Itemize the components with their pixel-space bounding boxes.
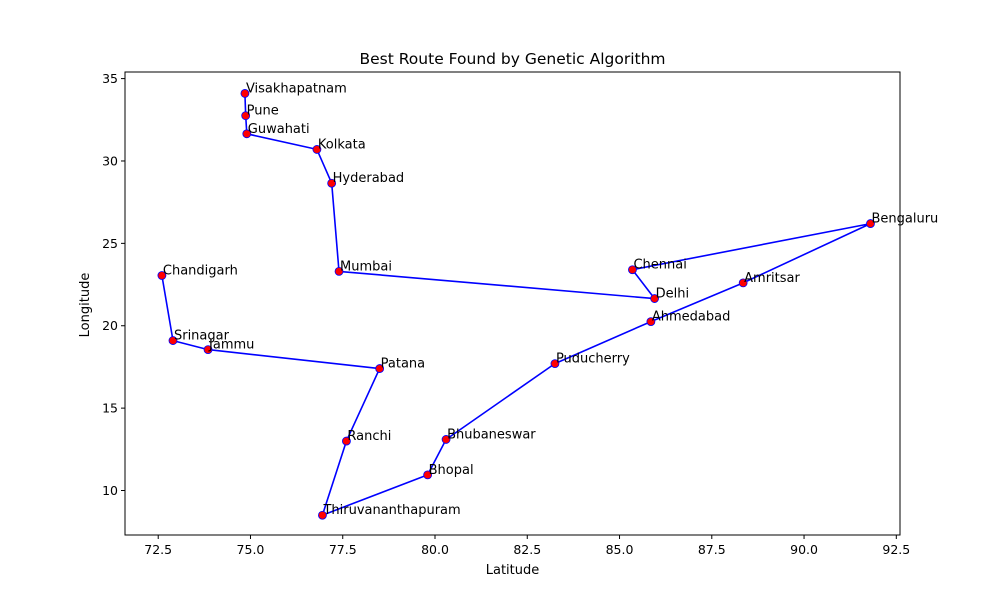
chart-title: Best Route Found by Genetic Algorithm [359, 50, 665, 68]
plot-area: 72.5 75.0 77.5 80.0 82.5 85.0 87.5 90.0 92.5 10 15… [102, 71, 938, 557]
city-point [242, 129, 252, 139]
city-label: Ahmedabad [652, 310, 730, 325]
route-line [161, 93, 872, 516]
x-tick-label: 90.0 [790, 542, 818, 557]
x-tick-label: 92.5 [882, 542, 910, 557]
city-point [646, 317, 656, 327]
city-label: Hyderabad [333, 171, 405, 186]
x-tick-label: 87.5 [698, 542, 726, 557]
x-tick-label: 75.0 [237, 542, 265, 557]
city-point [342, 436, 351, 446]
x-axis-label: Latitude [486, 563, 540, 578]
city-label: Chandigarh [163, 263, 238, 278]
y-tick-label: 20 [102, 318, 118, 333]
city-point [550, 359, 560, 369]
city-label: Visakhapatnam [246, 81, 347, 96]
city-point [157, 271, 167, 280]
city-point [318, 510, 327, 520]
city-label: Thiruvananthapuram [322, 503, 460, 518]
y-tick-label: 15 [102, 401, 118, 416]
city-point [628, 265, 637, 275]
city-point [441, 435, 451, 444]
city-point [423, 470, 433, 480]
city-label: Bengaluru [871, 212, 938, 227]
y-tick-label: 35 [102, 71, 118, 86]
city-point [312, 145, 322, 154]
x-tick-label: 82.5 [513, 542, 541, 557]
city-label: Guwahati [248, 122, 310, 137]
city-point [240, 89, 250, 98]
y-axis-label: Longitude [78, 273, 93, 338]
city-label: Mumbai [340, 259, 392, 274]
city-label: Bhubaneswar [447, 427, 536, 442]
city-point [168, 336, 178, 345]
city-point [241, 111, 251, 121]
x-tick-label: 77.5 [329, 542, 357, 557]
city-label: Delhi [656, 287, 689, 302]
city-point [866, 219, 875, 228]
city-label: Patana [381, 357, 426, 372]
city-point [203, 345, 213, 355]
city-label: Chennai [633, 258, 686, 273]
city-point [738, 278, 748, 288]
x-tick-label: 85.0 [606, 542, 634, 557]
x-tick-label: 72.5 [144, 542, 172, 557]
city-label: Bhopal [429, 463, 474, 478]
city-label: Pune [247, 104, 279, 119]
city-point [650, 294, 659, 303]
y-tick-label: 10 [102, 483, 118, 498]
city-label: Kolkata [318, 137, 366, 152]
axes-frame [124, 71, 901, 536]
x-tick-label: 80.0 [421, 542, 449, 557]
city-label: Ranchi [347, 429, 391, 444]
city-point [327, 178, 337, 188]
city-label: Srinagar [174, 329, 230, 344]
city-label: Puducherry [556, 352, 630, 367]
y-tick-label: 30 [102, 153, 118, 168]
city-label: Jammu [208, 338, 254, 353]
city-point [375, 364, 385, 373]
city-point [334, 266, 344, 276]
city-label: Amritsar [744, 271, 800, 286]
y-tick-label: 25 [102, 236, 118, 251]
